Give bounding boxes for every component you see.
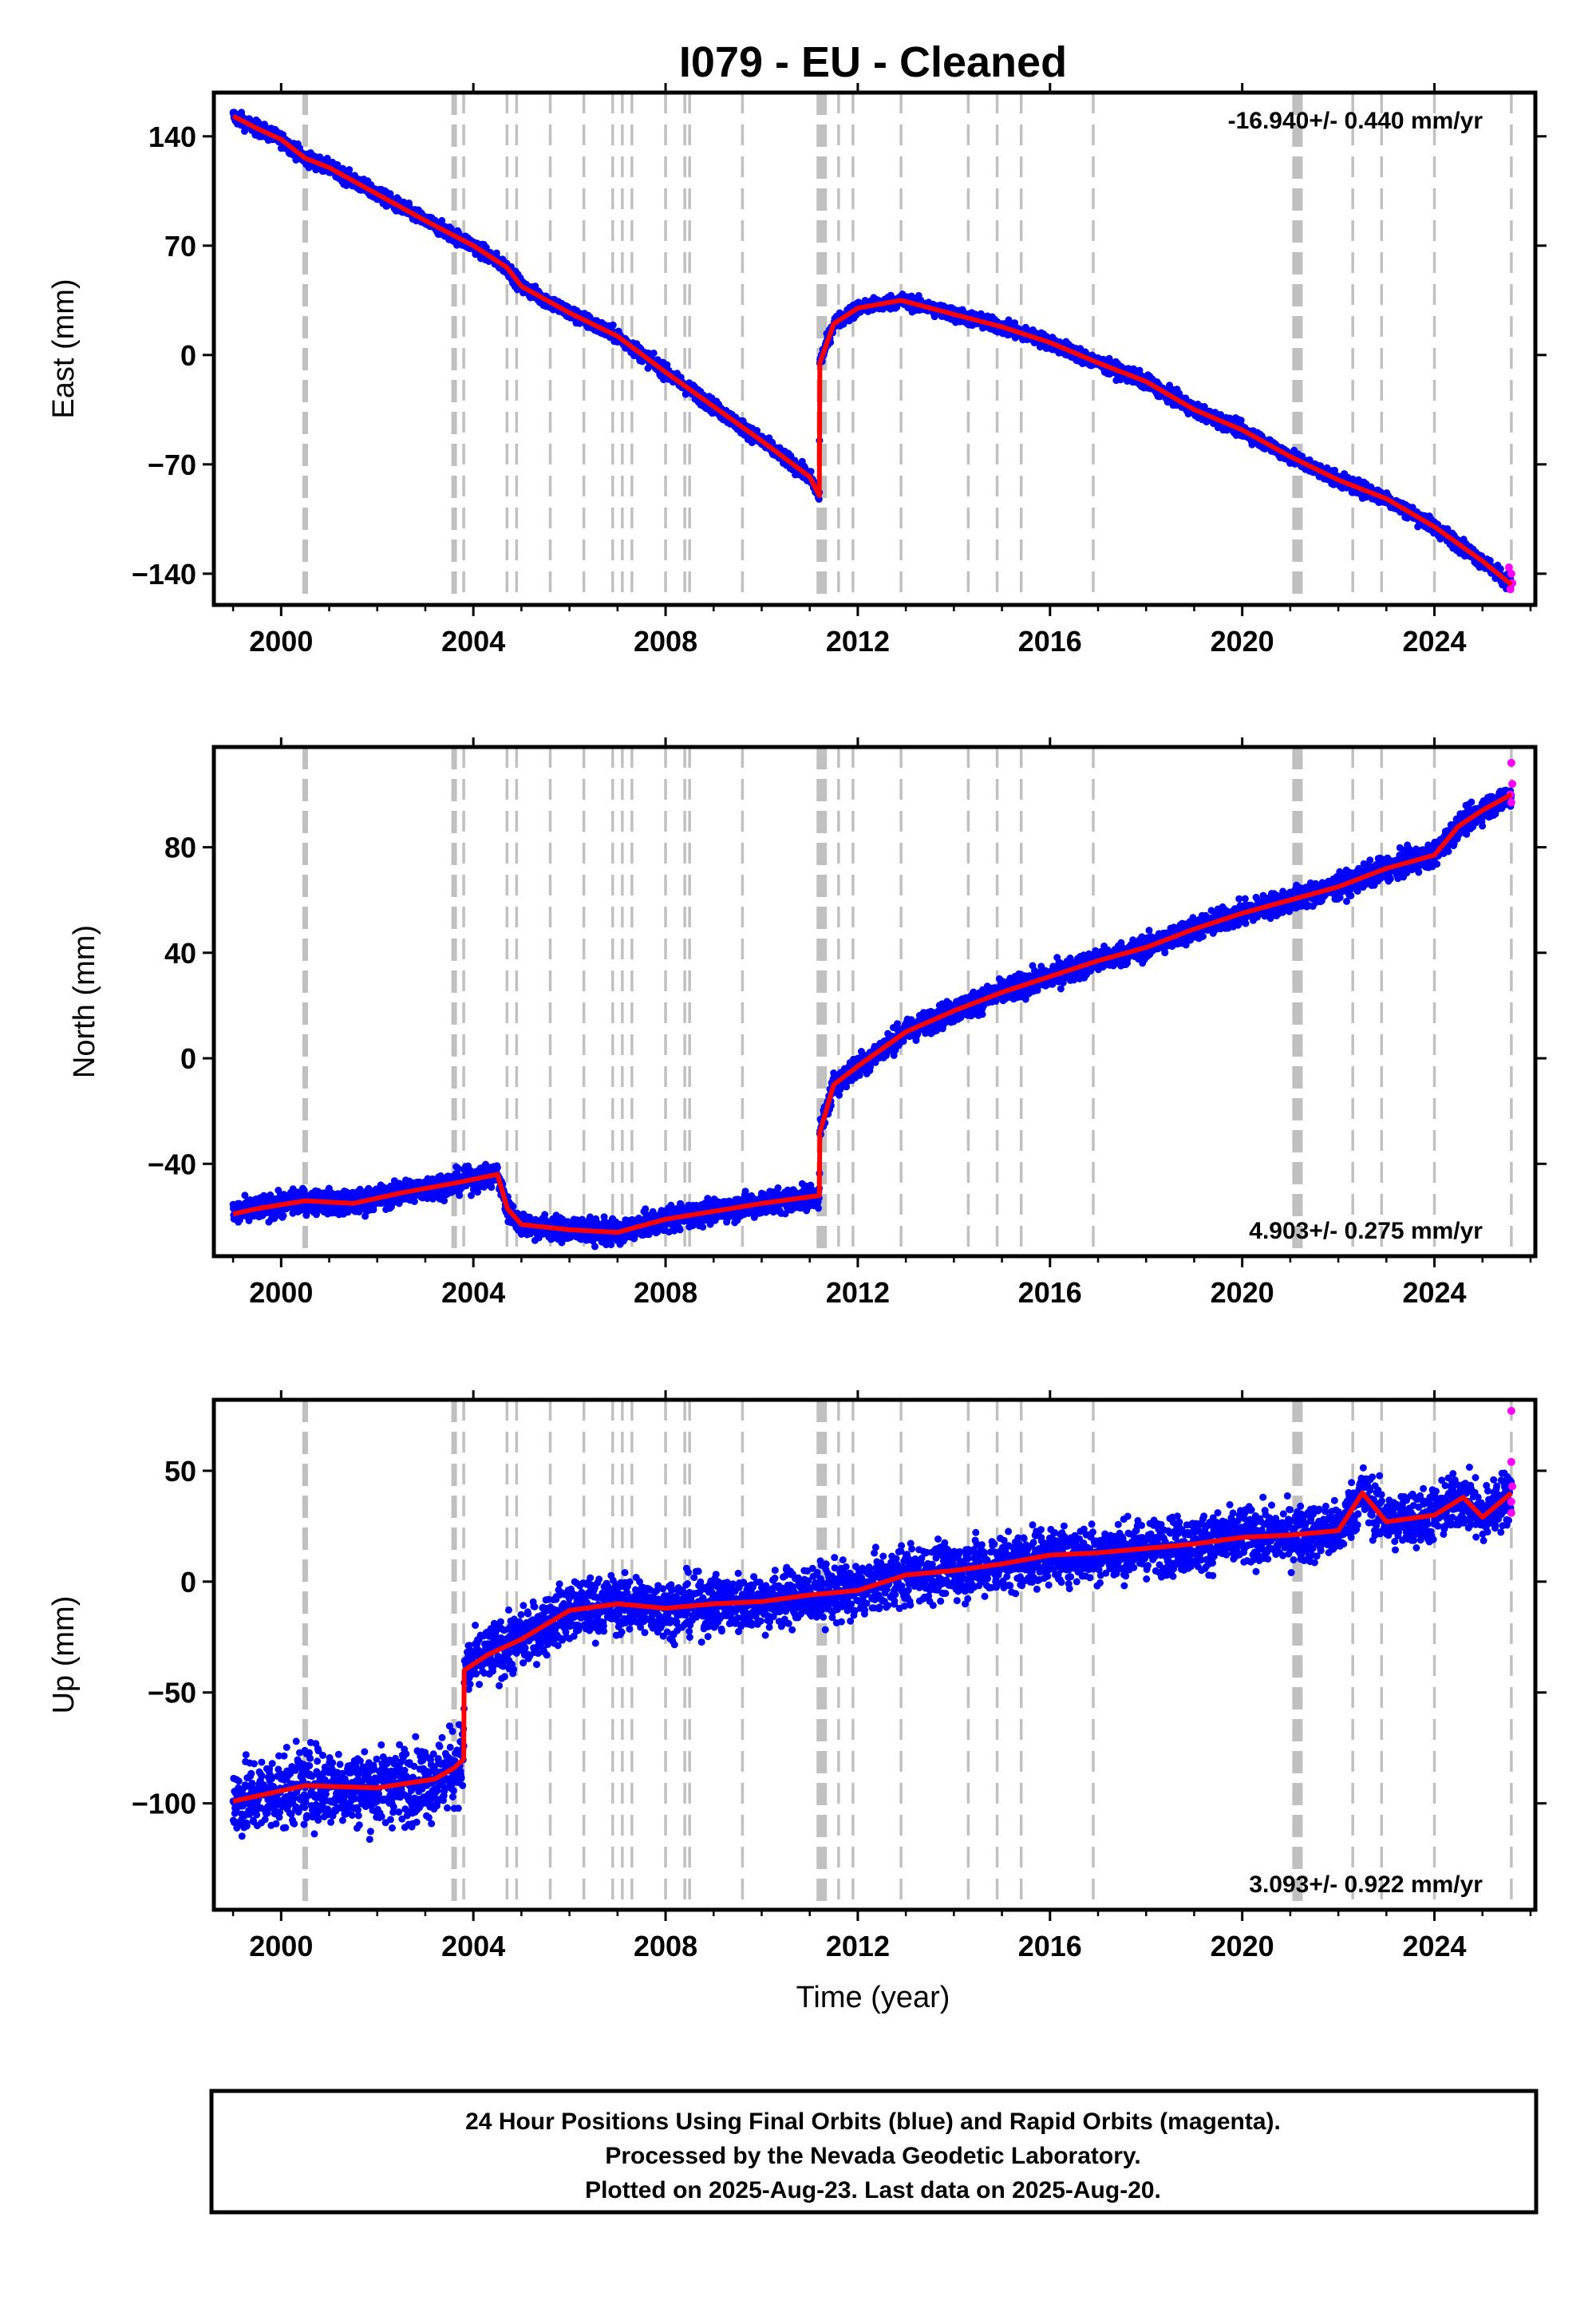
- plot-frame: [211, 745, 1538, 1259]
- x-tick-label: 2012: [826, 625, 890, 658]
- rapid-orbit-point: [1507, 569, 1515, 578]
- rapid-orbit-point: [1507, 1497, 1515, 1506]
- rapid-orbit-point: [1507, 1508, 1515, 1517]
- rapid-orbit-point: [1508, 1482, 1517, 1491]
- plot-area: [229, 1400, 1517, 1910]
- velocity-rate-label: 3.093+/- 0.922 mm/yr: [1249, 1871, 1483, 1898]
- x-tick-label: 2004: [441, 1930, 505, 1962]
- y-axis-label: Up (mm): [47, 1596, 81, 1714]
- final-orbit-points: [229, 109, 1515, 593]
- rapid-orbit-point: [1506, 585, 1515, 594]
- velocity-rate-label: 4.903+/- 0.275 mm/yr: [1249, 1218, 1483, 1244]
- up-panel: 2000 2004 2008 2012 2016 2020 2024 −100 −50 0 50 Up…: [47, 1390, 1547, 1962]
- y-tick-label: 70: [164, 230, 196, 263]
- plot-area: [229, 93, 1517, 605]
- x-tick-label: 2024: [1402, 1930, 1466, 1962]
- y-tick-label: 80: [164, 832, 196, 864]
- model-line: [232, 1490, 1513, 1804]
- footer-line-1: 24 Hour Positions Using Final Orbits (bl…: [465, 2109, 1281, 2135]
- rapid-orbit-point: [1507, 1406, 1515, 1415]
- rapid-orbit-point: [1508, 780, 1517, 788]
- rapid-orbit-point: [1507, 758, 1515, 767]
- y-tick-label: −100: [132, 1788, 196, 1820]
- y-axis-label: North (mm): [68, 925, 101, 1078]
- north-panel: 2000 2004 2008 2012 2016 2020 2024 −40 0 40 80 Nort…: [68, 737, 1547, 1309]
- x-tick-label: 2020: [1211, 625, 1274, 658]
- x-tick-label: 2008: [634, 625, 697, 658]
- x-tick-label: 2012: [826, 1276, 890, 1309]
- x-tick-label: 2012: [826, 1930, 890, 1962]
- east-panel: 2000 2004 2008 2012 2016 2020 2024 −140 −70 0 70 14…: [47, 83, 1547, 658]
- final-orbit-points: [229, 786, 1515, 1251]
- x-tick-label: 2000: [249, 1930, 313, 1962]
- x-tick-label: 2020: [1211, 1276, 1274, 1309]
- plot-frame: [211, 90, 1538, 607]
- plot-frame: [211, 1397, 1538, 1912]
- y-tick-label: −140: [132, 558, 196, 591]
- plot-area: [229, 747, 1517, 1256]
- y-tick-label: 0: [180, 339, 196, 372]
- x-tick-label: 2024: [1402, 625, 1466, 658]
- x-tick-label: 2000: [249, 1276, 313, 1309]
- footer-box: 24 Hour Positions Using Final Orbits (bl…: [209, 2089, 1539, 2215]
- x-tick-label: 2004: [441, 1276, 505, 1309]
- y-tick-label: −70: [148, 449, 196, 481]
- y-tick-label: −50: [148, 1677, 196, 1709]
- rapid-orbit-point: [1507, 798, 1515, 807]
- model-line: [232, 792, 1513, 1235]
- y-tick-label: 140: [148, 121, 196, 153]
- footer-line-3: Plotted on 2025-Aug-23. Last data on 202…: [585, 2177, 1161, 2203]
- rapid-orbit-point: [1504, 563, 1513, 572]
- x-tick-label: 2020: [1211, 1930, 1274, 1962]
- x-tick-label: 2008: [634, 1930, 697, 1962]
- rapid-orbit-point: [1507, 1457, 1515, 1466]
- figure-title: I079 - EU - Cleaned: [679, 38, 1067, 86]
- model-line: [231, 113, 1513, 587]
- x-tick-label: 2016: [1018, 1276, 1082, 1309]
- x-tick-label: 2024: [1402, 1276, 1466, 1309]
- y-tick-label: 40: [164, 937, 196, 970]
- y-tick-label: −40: [148, 1148, 196, 1180]
- y-tick-label: 0: [180, 1566, 196, 1599]
- x-tick-label: 2016: [1018, 625, 1082, 658]
- footer-line-2: Processed by the Nevada Geodetic Laborat…: [605, 2143, 1140, 2169]
- final-orbit-points: [229, 1464, 1515, 1844]
- x-tick-label: 2008: [634, 1276, 697, 1309]
- x-tick-label: 2004: [441, 625, 505, 658]
- y-tick-label: 0: [180, 1042, 196, 1075]
- x-axis-label: Time (year): [796, 1981, 950, 2014]
- x-tick-label: 2000: [249, 625, 313, 658]
- y-tick-label: 50: [164, 1455, 196, 1488]
- y-axis-label: East (mm): [47, 279, 81, 418]
- velocity-rate-label: -16.940+/- 0.440 mm/yr: [1228, 108, 1483, 134]
- x-tick-label: 2016: [1018, 1930, 1082, 1962]
